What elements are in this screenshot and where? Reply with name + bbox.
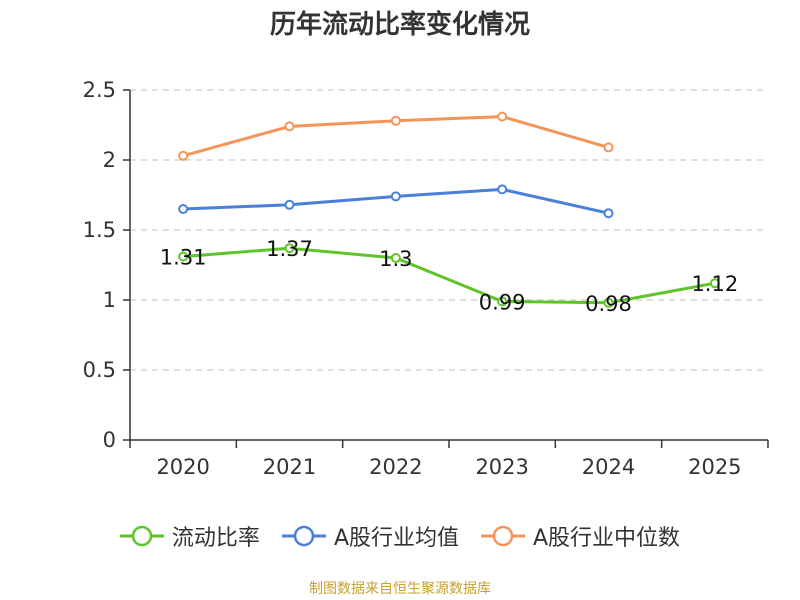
data-point-flow_ratio: [178, 251, 189, 262]
legend: 流动比率 A股行业均值 A股行业中位数: [0, 516, 800, 556]
data-point-industry_avg: [497, 184, 508, 195]
legend-item-industry-median[interactable]: A股行业中位数: [481, 520, 680, 552]
data-label: 1.37: [266, 237, 313, 261]
legend-item-flow-ratio[interactable]: 流动比率: [119, 520, 260, 552]
y-tick-label: 0.5: [83, 358, 116, 382]
data-point-industry_median: [603, 142, 614, 153]
data-label: 1.31: [160, 246, 207, 270]
x-tick-label: 2023: [475, 455, 528, 479]
y-tick-label: 2: [103, 148, 116, 172]
legend-item-industry-avg[interactable]: A股行业均值: [281, 520, 459, 552]
legend-label-industry-median: A股行业中位数: [533, 526, 681, 551]
legend-marker-flow-ratio: [119, 525, 164, 547]
data-point-flow_ratio: [603, 297, 614, 308]
data-point-industry_avg: [390, 191, 401, 202]
data-point-industry_avg: [603, 208, 614, 219]
data-point-industry_avg: [178, 204, 189, 214]
data-point-industry_median: [178, 150, 189, 161]
data-label: 0.98: [585, 292, 632, 316]
data-point-industry_median: [284, 121, 295, 132]
x-tick-label: 2025: [688, 455, 741, 479]
x-tick-label: 2024: [582, 455, 635, 479]
data-label: 1.3: [379, 247, 412, 271]
data-point-flow_ratio: [284, 243, 295, 254]
legend-label-flow-ratio: 流动比率: [171, 526, 260, 551]
x-tick-label: 2022: [369, 455, 422, 479]
data-source-note: 制图数据来自恒生聚源数据库: [309, 581, 491, 597]
data-point-industry_median: [497, 111, 508, 122]
data-point-flow_ratio: [497, 296, 508, 307]
y-tick-label: 1.5: [83, 218, 116, 242]
legend-label-industry-avg: A股行业均值: [333, 526, 459, 551]
legend-marker-industry-avg: [281, 525, 326, 547]
x-tick-label: 2020: [156, 455, 209, 479]
data-point-industry_median: [390, 115, 401, 126]
data-label: 1.12: [691, 272, 738, 296]
chart-title: 历年流动比率变化情况: [269, 10, 530, 40]
x-tick-label: 2021: [263, 455, 316, 479]
legend-marker-industry-median: [481, 525, 525, 547]
data-point-flow_ratio: [390, 253, 401, 263]
y-tick-label: 1: [103, 288, 116, 312]
y-tick-label: 2.5: [83, 78, 116, 102]
data-point-flow_ratio: [709, 278, 720, 289]
y-tick-label: 0: [103, 428, 116, 452]
data-label: 0.99: [479, 290, 526, 314]
data-point-industry_avg: [284, 199, 295, 210]
series-line-flow_ratio: [183, 246, 716, 305]
